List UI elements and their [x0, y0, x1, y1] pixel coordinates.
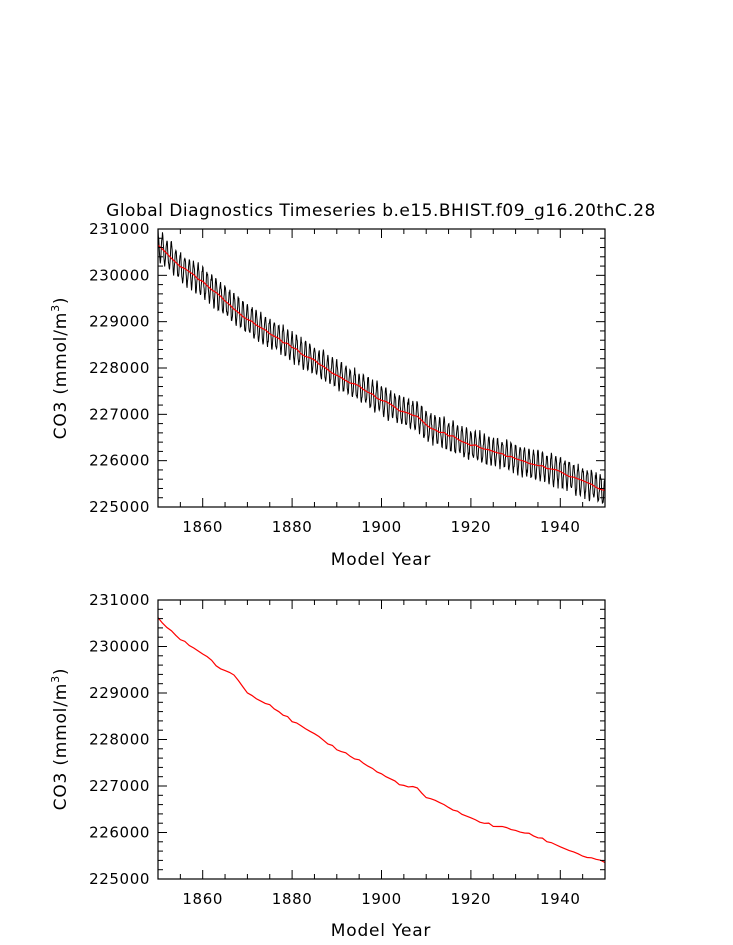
x-tick-label: 1920: [451, 890, 492, 908]
ticks-layer: 1860 1880 1900 1920 1940 225000 226000 227000 22…: [89, 591, 606, 908]
x-tick-label: 1880: [272, 890, 313, 908]
x-tick-label: 1900: [361, 890, 402, 908]
x-tick-label: 1880: [272, 518, 313, 536]
y-tick-label: 231000: [89, 220, 150, 238]
annual-mean-series-line: [157, 617, 606, 864]
y-tick-label: 225000: [89, 870, 150, 888]
y-tick-label: 227000: [89, 405, 150, 423]
x-tick-label: 1940: [540, 518, 581, 536]
y-tick-label: 230000: [89, 638, 150, 656]
x-tick-label: 1920: [451, 518, 492, 536]
y-tick-label: 226000: [89, 452, 150, 470]
panel-bottom: 1860 1880 1900 1920 1940 225000 226000 227000 22…: [49, 591, 606, 941]
y-tick-label: 228000: [89, 731, 150, 749]
y-axis-label: CO3 (mmol/m3): [49, 297, 71, 440]
y-tick-label: 231000: [89, 591, 150, 609]
y-tick-label: 230000: [89, 266, 150, 284]
series-layer: [157, 617, 606, 864]
x-tick-label: 1860: [182, 518, 223, 536]
y-tick-label: 229000: [89, 684, 150, 702]
chart-title: Global Diagnostics Timeseries b.e15.BHIS…: [106, 201, 656, 221]
y-tick-label: 225000: [89, 498, 150, 516]
x-axis-label: Model Year: [331, 921, 431, 941]
y-tick-label: 226000: [89, 824, 150, 842]
monthly-series-line: [157, 228, 606, 505]
x-tick-label: 1900: [361, 518, 402, 536]
y-tick-label: 227000: [89, 777, 150, 795]
y-tick-label: 228000: [89, 359, 150, 377]
x-tick-label: 1860: [182, 890, 223, 908]
x-axis-label: Model Year: [331, 550, 431, 570]
y-axis-label: CO3 (mmol/m3): [49, 668, 71, 811]
x-tick-label: 1940: [540, 890, 581, 908]
y-tick-label: 229000: [89, 313, 150, 331]
ticks-layer: 1860 1880 1900 1920 1940 225000 226000 227000 22…: [89, 220, 606, 536]
series-layer: [157, 228, 606, 505]
annual-mean-series-line: [157, 244, 606, 491]
panel-top: Global Diagnostics Timeseries b.e15.BHIS…: [49, 201, 656, 570]
